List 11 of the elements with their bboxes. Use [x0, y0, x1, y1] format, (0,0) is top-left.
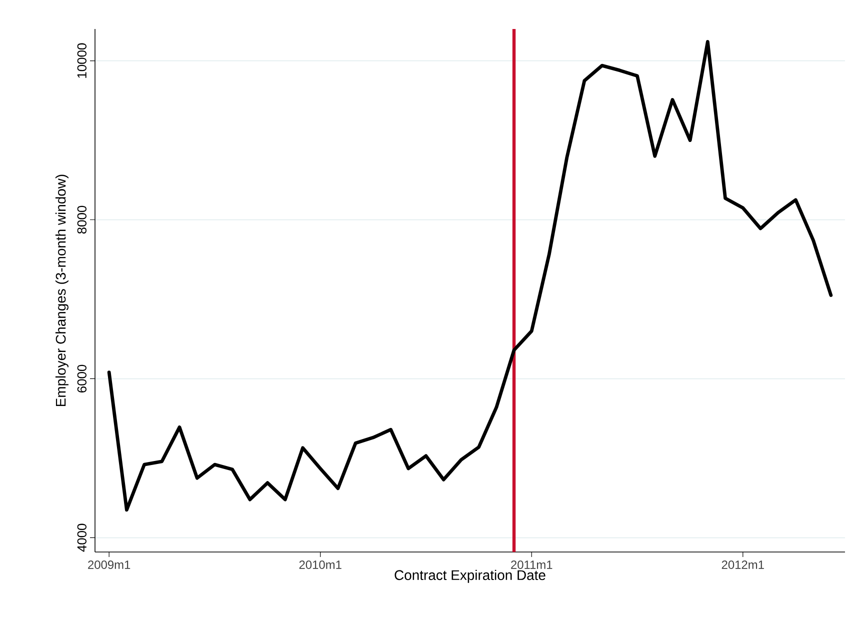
x-axis-title: Contract Expiration Date — [394, 570, 546, 583]
x-tick-label: 2011m1 — [511, 560, 552, 569]
x-tick-label: 2012m1 — [722, 560, 764, 569]
y-axis-title: Employer Changes (3-month window) — [55, 174, 68, 406]
y-tick-label: 6000 — [77, 364, 86, 392]
y-tick-label: 10000 — [77, 43, 86, 78]
y-tick-label: 8000 — [77, 206, 86, 234]
x-tick-label: 2009m1 — [88, 560, 130, 569]
x-tick-label: 2010m1 — [299, 560, 342, 569]
line-series — [107, 40, 833, 512]
y-tick-label: 4000 — [77, 524, 86, 552]
